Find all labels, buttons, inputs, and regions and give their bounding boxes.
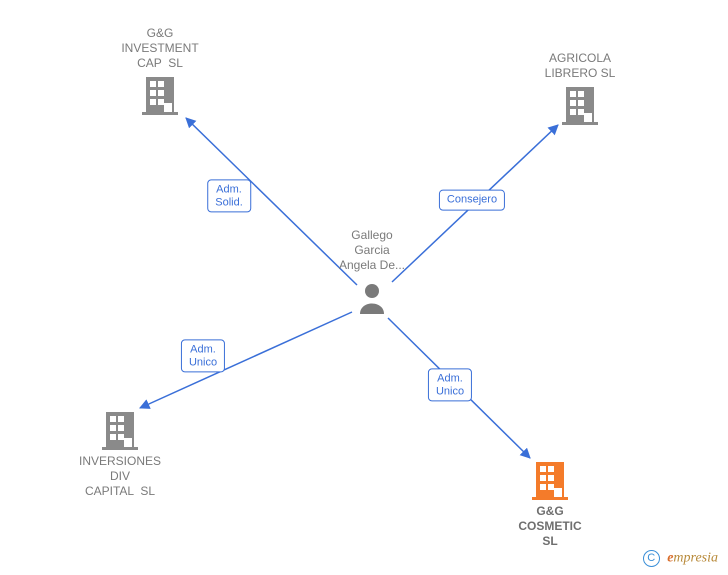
edge-label: Consejero <box>439 190 505 211</box>
node-label: AGRICOLA LIBRERO SL <box>545 51 616 81</box>
edge-label: Adm. Solid. <box>207 179 251 212</box>
node-label: G&G COSMETIC SL <box>518 504 581 549</box>
building-icon <box>562 87 598 125</box>
copyright-icon: C <box>643 550 660 567</box>
node-label: INVERSIONES DIV CAPITAL SL <box>79 454 161 499</box>
watermark: C empresia <box>643 550 718 567</box>
node-label: G&G INVESTMENT CAP SL <box>121 26 198 71</box>
edge-label: Adm. Unico <box>181 339 225 372</box>
person-icon <box>360 284 384 314</box>
edge-line <box>140 312 352 408</box>
building-icon <box>142 77 178 115</box>
building-icon <box>102 412 138 450</box>
edge-label: Adm. Unico <box>428 368 472 401</box>
watermark-rest: mpresia <box>673 551 718 566</box>
center-node-label: Gallego Garcia Angela De... <box>339 228 405 273</box>
building-icon <box>532 462 568 500</box>
